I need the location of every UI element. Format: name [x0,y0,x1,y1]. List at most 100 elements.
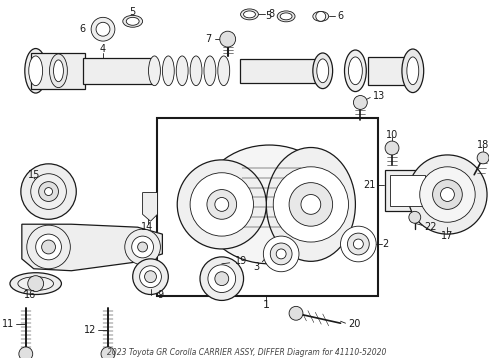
Circle shape [347,233,369,255]
Circle shape [101,347,115,360]
Polygon shape [143,193,157,221]
Circle shape [341,226,376,262]
Bar [157,118,378,297]
Text: 21: 21 [363,180,375,190]
Text: 2023 Toyota GR Corolla CARRIER ASSY, DIFFER Diagram for 41110-52020: 2023 Toyota GR Corolla CARRIER ASSY, DIF… [107,348,386,357]
Bar [240,59,319,83]
Circle shape [408,155,487,234]
Circle shape [420,167,475,222]
Circle shape [289,183,333,226]
Circle shape [207,190,237,219]
Circle shape [45,188,52,195]
Circle shape [42,240,55,254]
Text: 15: 15 [27,170,40,180]
Ellipse shape [344,50,367,91]
Circle shape [353,95,368,109]
Circle shape [208,265,236,293]
Circle shape [409,211,421,223]
Circle shape [441,188,454,202]
Bar [83,58,152,84]
Circle shape [133,259,169,294]
Text: 19: 19 [235,256,247,266]
Ellipse shape [123,15,143,27]
Circle shape [31,174,66,210]
Bar [31,53,85,89]
Ellipse shape [25,49,47,93]
Text: 5: 5 [129,8,136,17]
Circle shape [215,272,229,285]
Text: 12: 12 [84,325,96,335]
Circle shape [125,229,160,265]
Bar [368,57,413,85]
Bar [390,175,425,206]
Ellipse shape [204,56,216,86]
Ellipse shape [200,145,339,264]
Ellipse shape [348,57,362,85]
Text: 10: 10 [386,130,398,140]
Text: 20: 20 [348,319,361,329]
Circle shape [190,173,253,236]
Text: 14: 14 [142,222,154,232]
Ellipse shape [313,12,329,21]
Ellipse shape [218,56,230,86]
Circle shape [200,257,244,301]
Text: 22: 22 [425,222,437,232]
Ellipse shape [126,17,139,25]
Circle shape [263,236,299,272]
Circle shape [276,249,286,259]
Text: 13: 13 [373,91,386,100]
Circle shape [477,152,489,164]
Circle shape [353,239,363,249]
Circle shape [215,198,229,211]
Bar [385,170,430,211]
Circle shape [96,22,110,36]
Circle shape [138,242,147,252]
Circle shape [140,266,161,288]
Circle shape [28,276,44,292]
Ellipse shape [280,13,292,20]
Circle shape [273,167,348,242]
Text: 11: 11 [1,319,14,329]
Circle shape [27,225,71,269]
Ellipse shape [53,60,63,82]
Circle shape [39,182,58,202]
Circle shape [36,234,61,260]
Text: 9: 9 [157,291,164,301]
Ellipse shape [402,49,424,93]
Text: 17: 17 [441,231,454,241]
Ellipse shape [241,9,258,20]
Ellipse shape [244,11,255,18]
Text: 4: 4 [100,44,106,54]
Ellipse shape [277,11,295,22]
Circle shape [19,347,33,360]
Ellipse shape [313,53,333,89]
Circle shape [177,160,267,249]
Circle shape [145,271,156,283]
Ellipse shape [267,148,355,261]
Ellipse shape [407,57,419,85]
Text: 2: 2 [382,239,389,249]
Ellipse shape [190,56,202,86]
Ellipse shape [148,56,160,86]
Circle shape [316,12,326,21]
Text: 1: 1 [263,300,270,310]
Circle shape [433,180,462,210]
Ellipse shape [176,56,188,86]
Text: 6: 6 [79,24,85,34]
Text: 7: 7 [206,34,212,44]
Text: 8: 8 [269,9,274,19]
Text: 6: 6 [338,12,343,21]
Circle shape [220,31,236,47]
Ellipse shape [29,56,43,86]
Ellipse shape [317,59,329,83]
Circle shape [21,164,76,219]
Circle shape [301,194,321,214]
Text: 18: 18 [477,140,489,150]
Circle shape [91,17,115,41]
Text: 5: 5 [265,12,271,21]
Circle shape [385,141,399,155]
Polygon shape [22,224,162,271]
Circle shape [289,306,303,320]
Text: 3: 3 [253,262,259,272]
Ellipse shape [10,273,61,294]
